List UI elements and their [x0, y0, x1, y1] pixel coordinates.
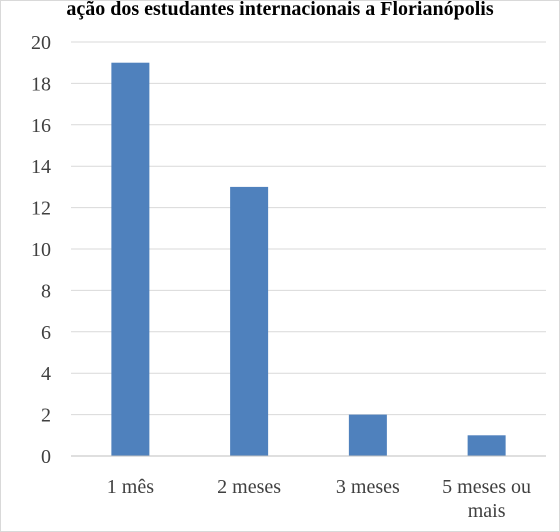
y-tick-label: 12	[31, 198, 51, 220]
x-tick-label: 1 mês	[107, 476, 154, 498]
y-tick-label: 8	[41, 280, 51, 302]
chart-title: ação dos estudantes internacionais a Flo…	[66, 0, 494, 20]
bar	[467, 435, 506, 456]
y-tick-label: 10	[31, 239, 51, 261]
y-tick-label: 6	[41, 322, 51, 344]
x-tick-label: 5 meses ou	[442, 476, 531, 498]
y-tick-label: 20	[31, 32, 51, 54]
bar	[348, 414, 387, 456]
bar	[230, 186, 269, 456]
bar	[111, 62, 150, 456]
y-tick-label: 18	[31, 73, 51, 95]
y-tick-label: 16	[31, 115, 51, 137]
x-tick-label: 2 meses	[217, 476, 281, 498]
y-tick-label: 2	[41, 405, 51, 427]
x-tick-label: 3 meses	[336, 476, 400, 498]
x-tick-label: mais	[468, 500, 506, 522]
y-tick-label: 4	[41, 363, 51, 385]
y-tick-label: 0	[41, 446, 51, 468]
y-tick-label: 14	[31, 156, 51, 178]
